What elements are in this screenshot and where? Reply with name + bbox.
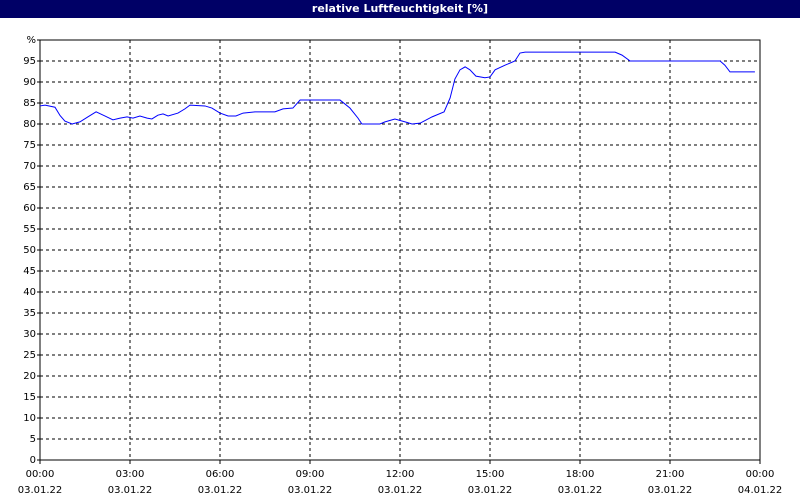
x-tick-label: 00:00 [26, 469, 55, 480]
y-tick-label: 40 [23, 287, 36, 298]
y-tick-label: 0 [30, 455, 36, 466]
x-tick-label: 06:00 [206, 469, 235, 480]
y-tick-label: 75 [23, 140, 36, 151]
y-tick-label: 35 [23, 308, 36, 319]
y-tick-label: 70 [23, 161, 36, 172]
x-tick-date: 03.01.22 [378, 485, 423, 496]
y-tick-label: 80 [23, 119, 36, 130]
title-bar [0, 0, 800, 18]
x-tick-date: 03.01.22 [108, 485, 153, 496]
y-tick-label: 15 [23, 392, 36, 403]
y-tick-label: 5 [30, 434, 36, 445]
y-tick-label: 10 [23, 413, 36, 424]
x-tick-date: 03.01.22 [558, 485, 603, 496]
x-tick-date: 03.01.22 [648, 485, 693, 496]
y-tick-label: % [26, 35, 36, 46]
y-tick-label: 55 [23, 224, 36, 235]
x-tick-label: 03:00 [116, 469, 145, 480]
x-tick-label: 00:00 [746, 469, 775, 480]
y-tick-label: 85 [23, 98, 36, 109]
x-tick-label: 18:00 [566, 469, 595, 480]
y-tick-label: 30 [23, 329, 36, 340]
y-tick-label: 60 [23, 203, 36, 214]
x-tick-date: 03.01.22 [198, 485, 243, 496]
line [39, 51, 755, 125]
y-tick-label: 20 [23, 371, 36, 382]
y-tick-label: 45 [23, 266, 36, 277]
x-tick-label: 12:00 [386, 469, 415, 480]
x-tick-label: 09:00 [296, 469, 325, 480]
y-tick-label: 25 [23, 350, 36, 361]
x-tick-label: 15:00 [476, 469, 505, 480]
x-tick-date: 03.01.22 [468, 485, 513, 496]
chart-title: relative Luftfeuchtigkeit [%] [312, 2, 488, 15]
x-tick-label: 21:00 [656, 469, 685, 480]
y-tick-label: 65 [23, 182, 36, 193]
x-tick-date: 03.01.22 [18, 485, 63, 496]
x-tick-date: 03.01.22 [288, 485, 333, 496]
y-tick-label: 90 [23, 77, 36, 88]
x-tick-date: 04.01.22 [738, 485, 783, 496]
y-tick-label: 95 [23, 56, 36, 67]
y-tick-label: 50 [23, 245, 36, 256]
